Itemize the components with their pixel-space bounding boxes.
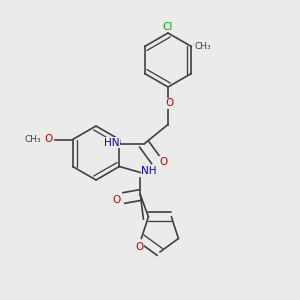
Text: O: O bbox=[165, 98, 173, 109]
Text: HN: HN bbox=[103, 137, 119, 148]
Text: CH₃: CH₃ bbox=[25, 135, 41, 144]
Text: O: O bbox=[160, 157, 168, 167]
Text: O: O bbox=[112, 195, 121, 206]
Text: Cl: Cl bbox=[163, 22, 173, 32]
Text: O: O bbox=[136, 242, 144, 251]
Text: CH₃: CH₃ bbox=[194, 42, 211, 51]
Text: O: O bbox=[45, 134, 53, 145]
Text: NH: NH bbox=[141, 166, 157, 176]
